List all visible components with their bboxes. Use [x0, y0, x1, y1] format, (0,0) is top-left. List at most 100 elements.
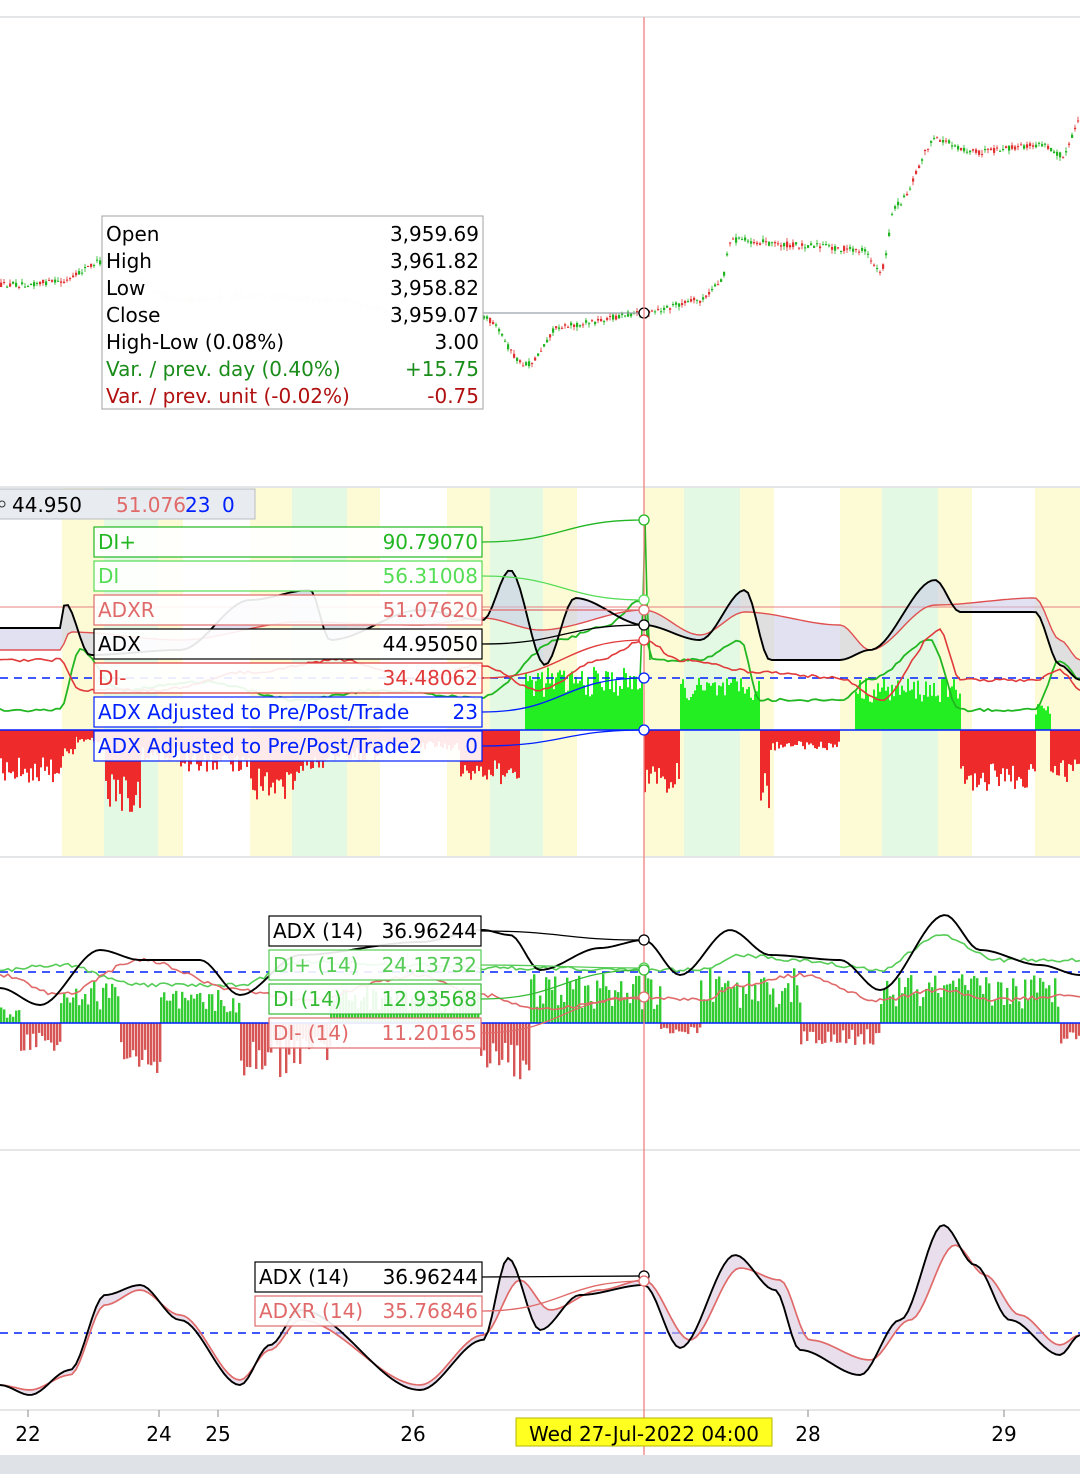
p1-hist-bar	[553, 689, 555, 730]
p1-label[interactable]: ADXR 51.07620	[93, 594, 483, 626]
p2-hist-bar	[736, 982, 739, 1023]
p1-hist-bar	[583, 685, 585, 730]
p2-hist-bar	[827, 1023, 830, 1032]
candle	[39, 281, 42, 287]
p2-diminus-line	[0, 957, 1080, 1011]
p2-label-box	[268, 915, 482, 947]
p3-label[interactable]: ADX (14) 36.96244	[254, 1261, 483, 1293]
p1-hist-bar	[56, 730, 58, 773]
p2-label[interactable]: DI- (14) 11.20165	[268, 1017, 482, 1049]
p1-hist-bar	[109, 730, 111, 807]
p1-label[interactable]: DI 56.31008	[93, 560, 483, 592]
candle	[870, 257, 873, 265]
candle	[672, 301, 675, 307]
p2-label-value: 36.96244	[382, 919, 477, 943]
p1-hist-bar	[22, 730, 24, 775]
p1-hist-bar	[672, 730, 674, 788]
p2-hist-bar	[919, 1006, 922, 1023]
p3-label[interactable]: ADXR (14) 35.76846	[254, 1295, 483, 1327]
p1-hist-bar	[498, 730, 500, 764]
p1-hist-bar	[982, 730, 984, 773]
candle	[504, 338, 507, 343]
p1-label[interactable]: ADX Adjusted to Pre/Post/Trade2 0	[93, 730, 483, 762]
candle	[1065, 147, 1068, 156]
p1-label[interactable]: ADX 44.95050	[93, 628, 483, 660]
candle	[687, 298, 690, 303]
p1-connector	[481, 639, 645, 679]
candle	[60, 277, 63, 287]
p1-hist-bar	[750, 697, 752, 730]
p3-label-name: ADXR (14)	[259, 1299, 363, 1323]
p2-label-value: 11.20165	[382, 1021, 477, 1045]
p2-hist-bar	[700, 980, 703, 1023]
p2-hist-bar	[821, 1023, 824, 1044]
p2-hist-bar	[41, 1023, 44, 1036]
p2-hist-bar	[925, 988, 928, 1023]
p1-label[interactable]: DI- 34.48062	[93, 662, 483, 694]
p1-hist-bar	[818, 730, 820, 747]
p1-hist-bar	[1047, 706, 1049, 730]
header-marker	[0, 500, 6, 508]
candle	[72, 272, 75, 278]
p1-hist-bar	[565, 692, 567, 730]
p2-hist-bar	[623, 999, 626, 1023]
p1-hist-bar	[561, 674, 563, 730]
p1-hist-bar	[10, 730, 12, 774]
p1-label[interactable]: DI+ 90.79070	[93, 526, 483, 558]
p2-hist-bar	[187, 1000, 190, 1023]
candle	[1017, 143, 1020, 151]
tooltip-row: Low 3,958.82	[106, 276, 479, 300]
candle	[744, 234, 747, 243]
p2-hist-bar	[883, 988, 886, 1023]
p2-label[interactable]: DI+ (14) 24.13732	[268, 949, 482, 981]
bottom-scrollbar[interactable]	[0, 1455, 1080, 1474]
p1-hist-bar	[648, 730, 650, 784]
candle	[750, 237, 753, 248]
p2-hist-bar	[548, 979, 551, 1023]
p1-hist-bar	[766, 730, 768, 786]
p1-hist-bar	[577, 683, 579, 730]
candle	[996, 145, 999, 151]
tooltip-row: High 3,961.82	[106, 249, 479, 273]
candle	[867, 251, 870, 259]
p1-hist-bar	[42, 730, 44, 758]
price-tooltip: Open 3,959.69 High 3,961.82 Low 3,958.82 Close…	[101, 215, 484, 410]
p2-hist-bar	[839, 1023, 842, 1043]
p2-label[interactable]: DI (14) 12.93568	[268, 983, 482, 1015]
p1-hist-bar	[1037, 704, 1039, 730]
p2-hist-bar	[1033, 975, 1036, 1023]
p2-hist-bar	[246, 1023, 249, 1067]
p2-hist-bar	[928, 982, 931, 1023]
p2-hist-bar	[845, 1023, 848, 1044]
candle	[762, 235, 765, 244]
candle	[696, 299, 699, 304]
p1-hist-bar	[816, 730, 818, 749]
p1-hist-bar	[621, 688, 623, 730]
p1-label[interactable]: ADX Adjusted to Pre/Post/Trade 23	[93, 696, 483, 728]
candle	[27, 284, 30, 288]
candle	[57, 277, 60, 283]
candle	[873, 263, 876, 267]
p1-hist-bar	[1002, 730, 1004, 769]
p1-hist-bar	[927, 696, 929, 730]
tooltip-row: Var. / prev. unit (-0.02%) -0.75	[106, 384, 479, 408]
candle	[969, 150, 972, 156]
p3-label-name: ADX (14)	[259, 1265, 349, 1289]
p2-hist-bar	[483, 1023, 486, 1051]
p1-hist-bar	[1062, 730, 1064, 761]
p2-hist-bar	[486, 1023, 489, 1068]
p2-hist-bar	[87, 1004, 90, 1023]
p2-hist-bar	[184, 997, 187, 1023]
p1-hist-bar	[1014, 730, 1016, 789]
candle	[1029, 141, 1032, 150]
candle	[93, 263, 96, 269]
p2-label[interactable]: ADX (14) 36.96244	[268, 915, 482, 947]
p1-hist-bar	[774, 730, 776, 751]
p2-label-value: 12.93568	[382, 987, 477, 1011]
p1-hist-bar	[115, 730, 117, 802]
p1-label-value: 0	[465, 734, 478, 758]
p2-hist-bar	[803, 1023, 806, 1032]
p2-hist-bar	[84, 993, 87, 1023]
p2-hist-bar	[907, 978, 910, 1023]
